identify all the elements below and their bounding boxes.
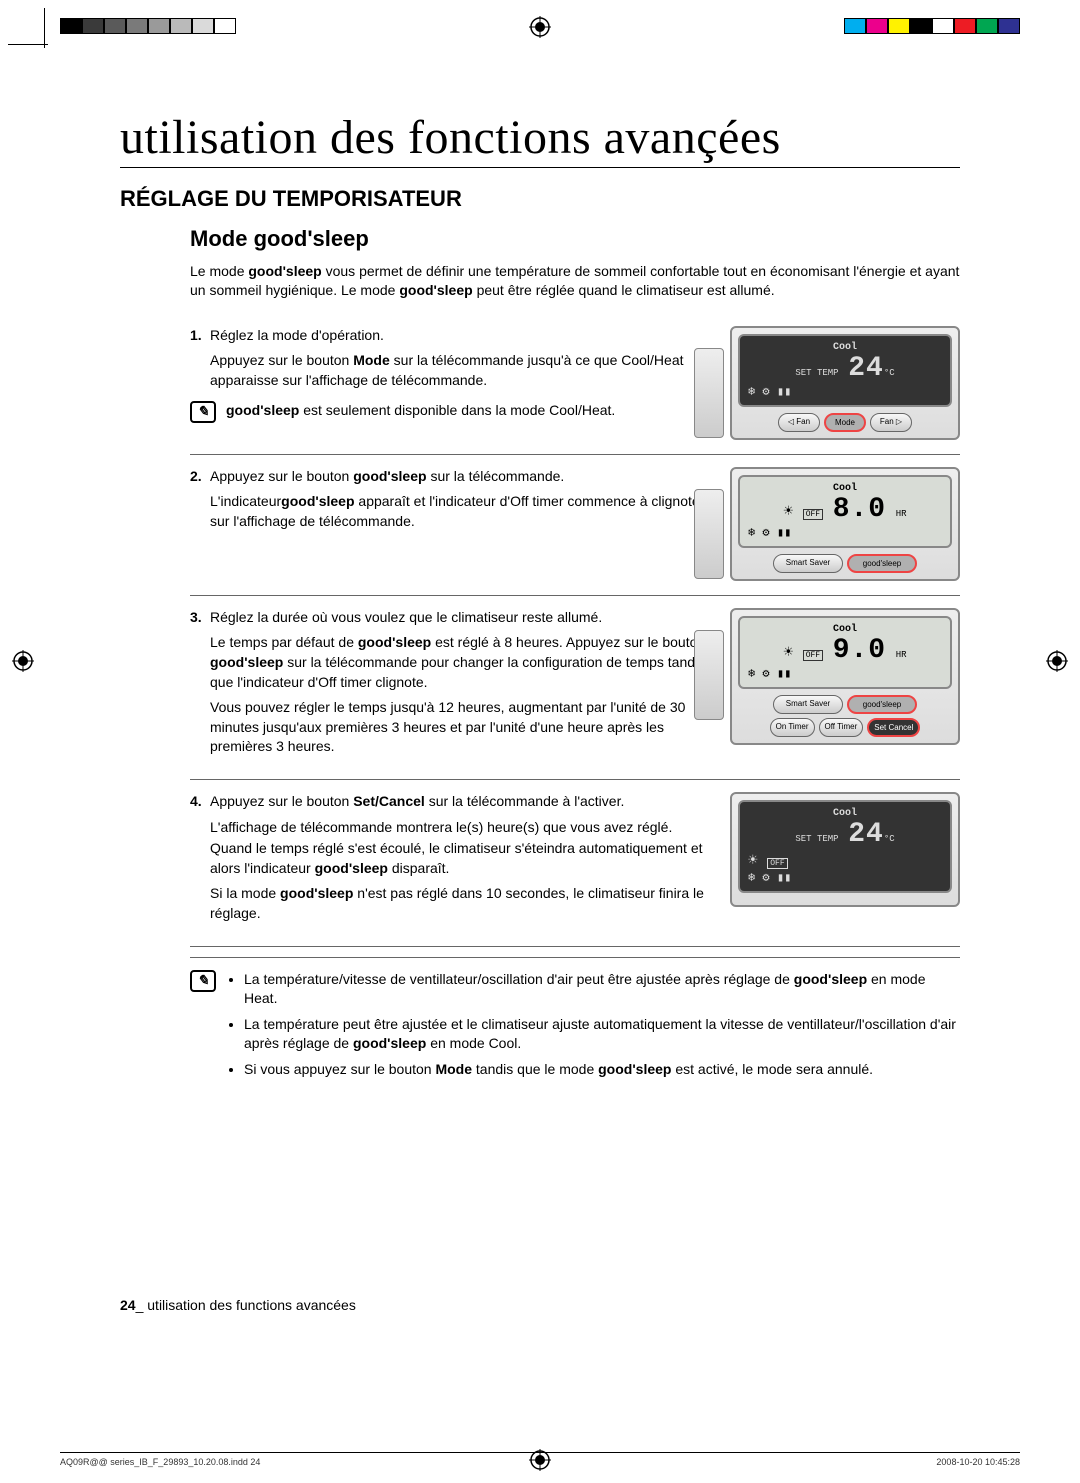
- step-number: 1.: [190, 326, 210, 391]
- goodsleep-button[interactable]: good'sleep: [847, 554, 917, 573]
- lcd-mode: Cool: [748, 342, 942, 353]
- page-number: 24: [120, 1297, 136, 1313]
- footer-text: utilisation des functions avancées: [147, 1297, 356, 1313]
- note-bullet: La température/vitesse de ventillateur/o…: [244, 970, 960, 1009]
- figure-2: Cool ☀ OFF 8.0 HR ❄ ⚙ ▮▮ Smart Saver goo…: [730, 467, 960, 581]
- registration-mark-right: [1046, 650, 1068, 672]
- set-cancel-button[interactable]: Set Cancel: [867, 718, 920, 737]
- text: Réglez la mode d'opération.: [210, 326, 712, 346]
- step-number: 4.: [190, 792, 210, 924]
- crop-marks: [8, 44, 48, 56]
- subsection-heading: Mode good'sleep: [190, 226, 960, 252]
- color-bar-right: [844, 18, 1020, 34]
- lcd-icons: ❄ ⚙ ▮▮: [748, 870, 942, 885]
- lcd-icons: ❄ ⚙ ▮▮: [748, 666, 942, 681]
- crop-marks: [44, 8, 56, 48]
- note-icon: ✎: [190, 401, 216, 423]
- note: ✎ good'sleep est seulement disponible da…: [190, 401, 712, 423]
- step-number: 2.: [190, 467, 210, 532]
- registration-mark-top: [529, 16, 551, 38]
- text: Le temps par défaut de good'sleep est ré…: [210, 633, 712, 692]
- color-bar-left: [60, 18, 236, 34]
- off-timer-button[interactable]: Off Timer: [819, 718, 864, 737]
- note-bullet: La température peut être ajustée et le c…: [244, 1015, 960, 1054]
- fan-left-button[interactable]: ◁ Fan: [778, 413, 820, 432]
- lcd-icons: ❄ ⚙ ▮▮: [748, 384, 942, 399]
- goodsleep-logo: good'sleep: [254, 226, 369, 251]
- final-notes: ✎ La température/vitesse de ventillateur…: [190, 957, 960, 1086]
- figure-3: Cool ☀ OFF 9.0 HR ❄ ⚙ ▮▮ Smart Saver goo…: [730, 608, 960, 765]
- text: Appuyez sur le bouton Mode sur la téléco…: [210, 351, 712, 390]
- step-number: 3.: [190, 608, 210, 757]
- goodsleep-button[interactable]: good'sleep: [847, 695, 917, 714]
- text: L'indicateurgood'sleep apparaît et l'ind…: [210, 492, 712, 531]
- step-2: 2. Appuyez sur le bouton good'sleep sur …: [190, 455, 960, 596]
- note-bullet: Si vous appuyez sur le bouton Mode tandi…: [244, 1060, 960, 1080]
- print-file: AQ09R@@ series_IB_F_29893_10.20.08.indd …: [60, 1457, 260, 1467]
- lcd-mode: Cool: [748, 483, 942, 494]
- print-footer: AQ09R@@ series_IB_F_29893_10.20.08.indd …: [60, 1452, 1020, 1467]
- remote-icon: [694, 348, 724, 438]
- step-3: 3. Réglez la durée où vous voulez que le…: [190, 596, 960, 780]
- text: Mode: [190, 226, 254, 251]
- figure-1: Cool SET TEMP 24°C ❄ ⚙ ▮▮ ◁ Fan Mode Fan…: [730, 326, 960, 440]
- page-footer: 24_ utilisation des functions avancées: [120, 1297, 356, 1313]
- lcd-mode: Cool: [748, 624, 942, 635]
- figure-4: Cool SET TEMP 24°C ☀ OFF ❄ ⚙ ▮▮: [730, 792, 960, 932]
- lcd-mode: Cool: [748, 808, 942, 819]
- on-timer-button[interactable]: On Timer: [770, 718, 815, 737]
- smart-saver-button[interactable]: Smart Saver: [773, 554, 843, 573]
- registration-mark-left: [12, 650, 34, 672]
- lcd-icons: ❄ ⚙ ▮▮: [748, 525, 942, 540]
- fan-right-button[interactable]: Fan ▷: [870, 413, 912, 432]
- note-icon: ✎: [190, 970, 216, 992]
- page-title: utilisation des fonctions avançées: [120, 110, 960, 168]
- mode-button[interactable]: Mode: [824, 413, 866, 432]
- step-1: 1. Réglez la mode d'opération. Appuyez s…: [190, 314, 960, 455]
- text: Réglez la durée où vous voulez que le cl…: [210, 608, 712, 628]
- text: Vous pouvez régler le temps jusqu'à 12 h…: [210, 698, 712, 757]
- print-timestamp: 2008-10-20 10:45:28: [936, 1457, 1020, 1467]
- page-content: utilisation des fonctions avançées RÉGLA…: [120, 110, 960, 1085]
- section-heading: RÉGLAGE DU TEMPORISATEUR: [120, 186, 960, 212]
- remote-icon: [694, 489, 724, 579]
- intro-text: Le mode good'sleep vous permet de défini…: [190, 262, 960, 300]
- text: Quand le temps réglé s'est écoulé, le cl…: [210, 839, 712, 878]
- text: L'affichage de télécommande montrera le(…: [210, 818, 712, 838]
- smart-saver-button[interactable]: Smart Saver: [773, 695, 843, 714]
- step-4: 4. Appuyez sur le bouton Set/Cancel sur …: [190, 780, 960, 947]
- text: Si la mode good'sleep n'est pas réglé da…: [210, 884, 712, 923]
- remote-icon: [694, 630, 724, 720]
- text: Appuyez sur le bouton good'sleep sur la …: [210, 467, 712, 487]
- text: Appuyez sur le bouton Set/Cancel sur la …: [210, 792, 712, 812]
